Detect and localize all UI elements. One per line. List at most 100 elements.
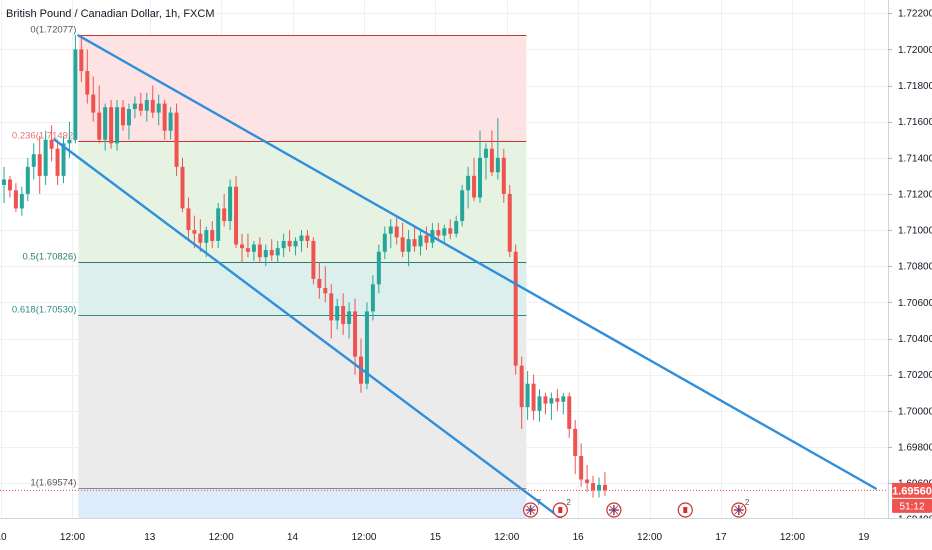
candle bbox=[31, 143, 36, 180]
candle-body bbox=[591, 483, 596, 491]
candle-body bbox=[370, 284, 375, 312]
candle-body bbox=[323, 287, 328, 294]
price-tick-label: 1.70600 bbox=[898, 298, 932, 309]
candle-body bbox=[115, 107, 120, 144]
candle bbox=[186, 197, 191, 240]
time-tick-label: 15 bbox=[430, 532, 442, 543]
candle bbox=[245, 233, 250, 258]
channel-line[interactable] bbox=[77, 34, 877, 490]
candle bbox=[115, 99, 120, 151]
candle bbox=[418, 230, 423, 256]
candle bbox=[436, 222, 441, 241]
candle-body bbox=[466, 175, 471, 191]
candle bbox=[400, 222, 405, 258]
candle bbox=[507, 184, 512, 258]
candle-body bbox=[287, 240, 292, 247]
time-axis[interactable] bbox=[0, 519, 932, 550]
candle-body bbox=[436, 230, 441, 236]
candle bbox=[126, 103, 131, 140]
candle bbox=[37, 136, 42, 194]
fib-band bbox=[78, 141, 527, 262]
candle bbox=[424, 226, 429, 250]
candle-body bbox=[19, 193, 24, 209]
candle bbox=[150, 85, 155, 119]
candle bbox=[567, 392, 572, 438]
candle bbox=[466, 166, 471, 209]
price-tick-label: 1.71800 bbox=[898, 81, 932, 92]
candle bbox=[257, 237, 262, 263]
candle bbox=[19, 186, 24, 216]
uk-flag-icon[interactable]: 7 bbox=[522, 498, 542, 518]
candle-body bbox=[275, 248, 280, 256]
candle bbox=[454, 215, 459, 238]
candle-body bbox=[103, 107, 108, 140]
candle bbox=[180, 157, 185, 213]
candle bbox=[210, 221, 215, 249]
candle bbox=[73, 34, 78, 144]
time-tick-label: 12:00 bbox=[637, 532, 662, 543]
candle bbox=[222, 193, 227, 227]
candle-body bbox=[525, 383, 530, 408]
candle-body bbox=[495, 157, 500, 173]
candle-body bbox=[138, 103, 143, 111]
candle-body bbox=[585, 479, 590, 484]
fib-band bbox=[78, 35, 527, 142]
candle-body bbox=[537, 396, 542, 411]
time-axis-labels: 10 12:00 13 12:00 14 12:00 15 12:00 16 12:00 17 12:… bbox=[0, 532, 870, 543]
candle-body bbox=[353, 311, 358, 357]
candle bbox=[489, 130, 494, 176]
candle bbox=[43, 130, 48, 185]
economic-events[interactable]: 7 2 2 bbox=[522, 498, 750, 518]
trend-channel[interactable] bbox=[53, 34, 877, 546]
candle bbox=[109, 99, 114, 149]
candle-body bbox=[478, 157, 482, 198]
candle-body bbox=[186, 208, 191, 231]
candle-body bbox=[418, 235, 423, 247]
candle bbox=[376, 244, 381, 294]
candle bbox=[394, 215, 399, 245]
candle bbox=[168, 107, 173, 140]
candle-body bbox=[168, 112, 173, 131]
candle-body bbox=[483, 148, 488, 158]
candle bbox=[448, 219, 453, 240]
candle bbox=[97, 85, 102, 144]
canada-flag-icon[interactable]: 2 bbox=[552, 498, 571, 518]
canada-flag-icon[interactable] bbox=[677, 502, 693, 518]
candle-body bbox=[25, 166, 30, 194]
candle bbox=[549, 392, 554, 420]
bar-countdown-timer: 51:12 bbox=[899, 501, 924, 512]
candle bbox=[275, 240, 280, 263]
candle-body bbox=[513, 251, 518, 366]
candle-body bbox=[472, 175, 477, 198]
price-tick-label: 1.70800 bbox=[898, 262, 932, 273]
candle bbox=[347, 302, 352, 339]
candle-body bbox=[489, 148, 494, 173]
candle-body bbox=[49, 139, 54, 149]
time-tick-label: 12:00 bbox=[494, 532, 519, 543]
price-tick-label: 1.71600 bbox=[898, 117, 932, 128]
candle-body bbox=[597, 484, 601, 491]
candle-body bbox=[251, 244, 256, 252]
candle-body bbox=[293, 240, 298, 247]
candle-body bbox=[549, 398, 554, 404]
candle bbox=[543, 392, 548, 415]
channel-line[interactable] bbox=[53, 138, 598, 546]
candle bbox=[132, 96, 137, 119]
candle-body bbox=[543, 396, 548, 404]
candle-body bbox=[519, 365, 524, 408]
candle-body bbox=[121, 107, 125, 126]
candle bbox=[85, 49, 90, 104]
candle-body bbox=[180, 166, 185, 209]
candle-body bbox=[85, 71, 90, 95]
maple-leaf-shape bbox=[683, 507, 688, 513]
candle-body bbox=[335, 305, 340, 321]
fibonacci-retracement[interactable]: 0(1.72077) 0.236(1.71492) 0.5(1.70826) 0.61… bbox=[12, 25, 527, 519]
uk-flag-icon[interactable]: 2 bbox=[731, 498, 750, 518]
candle-body bbox=[43, 139, 48, 176]
fib-level-label: 1(1.69574) bbox=[30, 478, 76, 489]
candle bbox=[228, 179, 233, 231]
uk-flag-icon[interactable] bbox=[606, 502, 622, 518]
candle bbox=[364, 302, 369, 390]
price-axis[interactable] bbox=[888, 0, 932, 518]
